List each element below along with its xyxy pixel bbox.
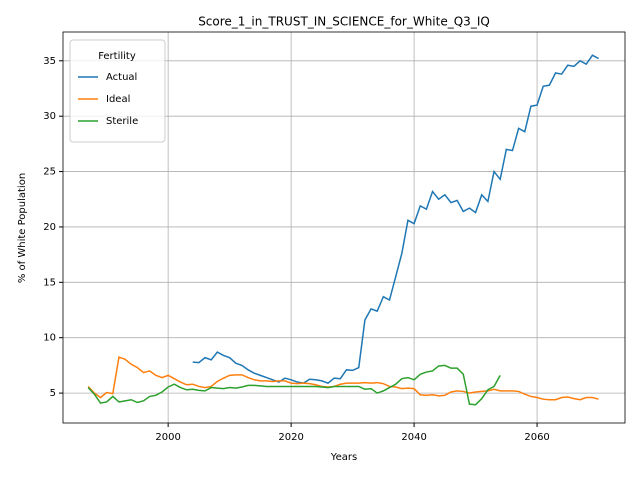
y-tick-label: 5 xyxy=(50,388,56,399)
data-line xyxy=(87,364,501,406)
legend-label: Ideal xyxy=(106,94,130,105)
y-tick-label: 15 xyxy=(43,277,56,288)
y-tick-label: 30 xyxy=(43,111,56,122)
x-tick-label: 2040 xyxy=(401,432,426,443)
x-axis-label: Years xyxy=(330,452,357,463)
y-tick-label: 20 xyxy=(43,222,56,233)
chart-title: Score_1_in_TRUST_IN_SCIENCE_for_White_Q3… xyxy=(198,15,490,29)
y-tick-label: 35 xyxy=(43,56,56,67)
legend-box xyxy=(69,39,166,143)
data-line xyxy=(87,356,599,401)
plot-frame xyxy=(62,31,626,424)
data-line xyxy=(192,54,599,384)
y-tick-label: 10 xyxy=(43,333,56,344)
legend-label: Actual xyxy=(106,72,137,83)
y-axis-label: % of White Population xyxy=(17,173,28,283)
legend: Fertility Actual Ideal Sterile xyxy=(69,39,166,143)
x-tick-label: 2060 xyxy=(524,432,549,443)
legend-title: Fertility xyxy=(98,51,136,62)
x-tick-label: 2000 xyxy=(155,432,180,443)
y-tick-label: 25 xyxy=(43,167,56,178)
legend-label: Sterile xyxy=(106,116,138,127)
x-tick-label: 2020 xyxy=(278,432,303,443)
